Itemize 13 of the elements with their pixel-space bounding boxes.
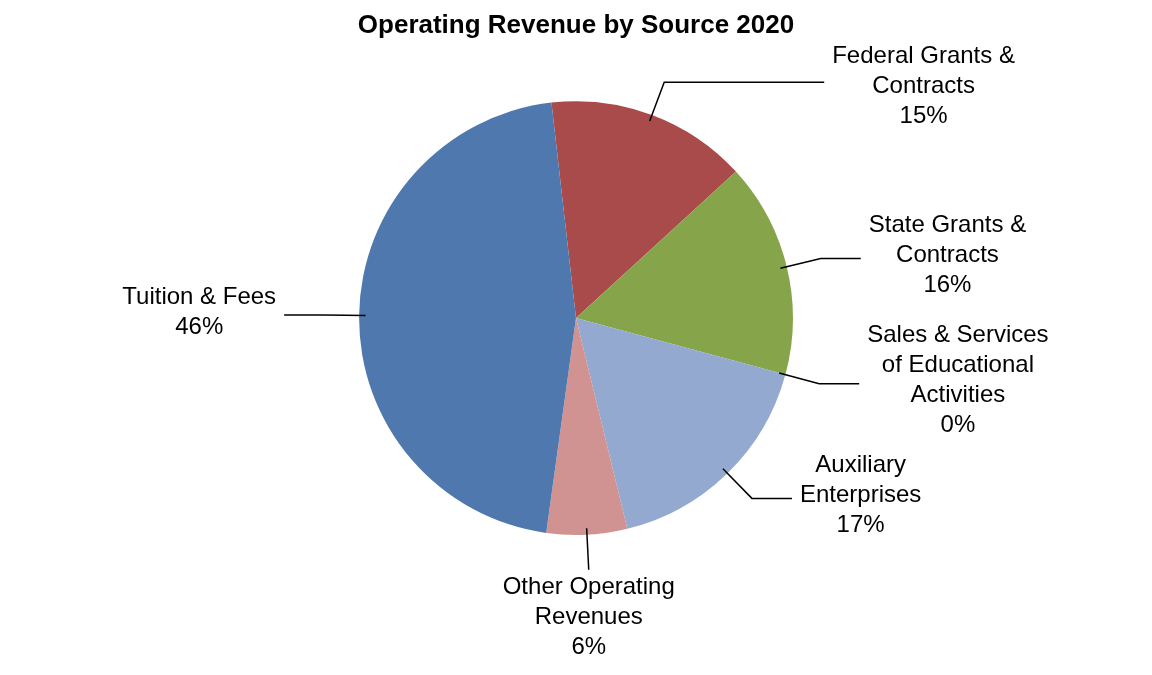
- data-label: 6%: [571, 632, 607, 660]
- data-label: 15%: [899, 100, 948, 128]
- chart-title: Operating Revenue by Source 2020: [357, 8, 795, 39]
- data-label: 46%: [175, 311, 224, 339]
- data-label: 16%: [923, 270, 972, 298]
- slice-label: Tuition & Fees: [122, 281, 277, 309]
- slice-label: Other Operating Revenues: [502, 572, 675, 630]
- legend-label: Sales & Services of Educational Activities: [867, 320, 1049, 408]
- slice-label: Auxiliary Enterprises: [799, 450, 922, 508]
- text: 0%: [940, 410, 976, 438]
- data-label: 17%: [836, 510, 885, 538]
- slice-label: Federal Grants & Contracts: [832, 40, 1015, 98]
- slice-label: State Grants & Contracts: [868, 210, 1027, 268]
